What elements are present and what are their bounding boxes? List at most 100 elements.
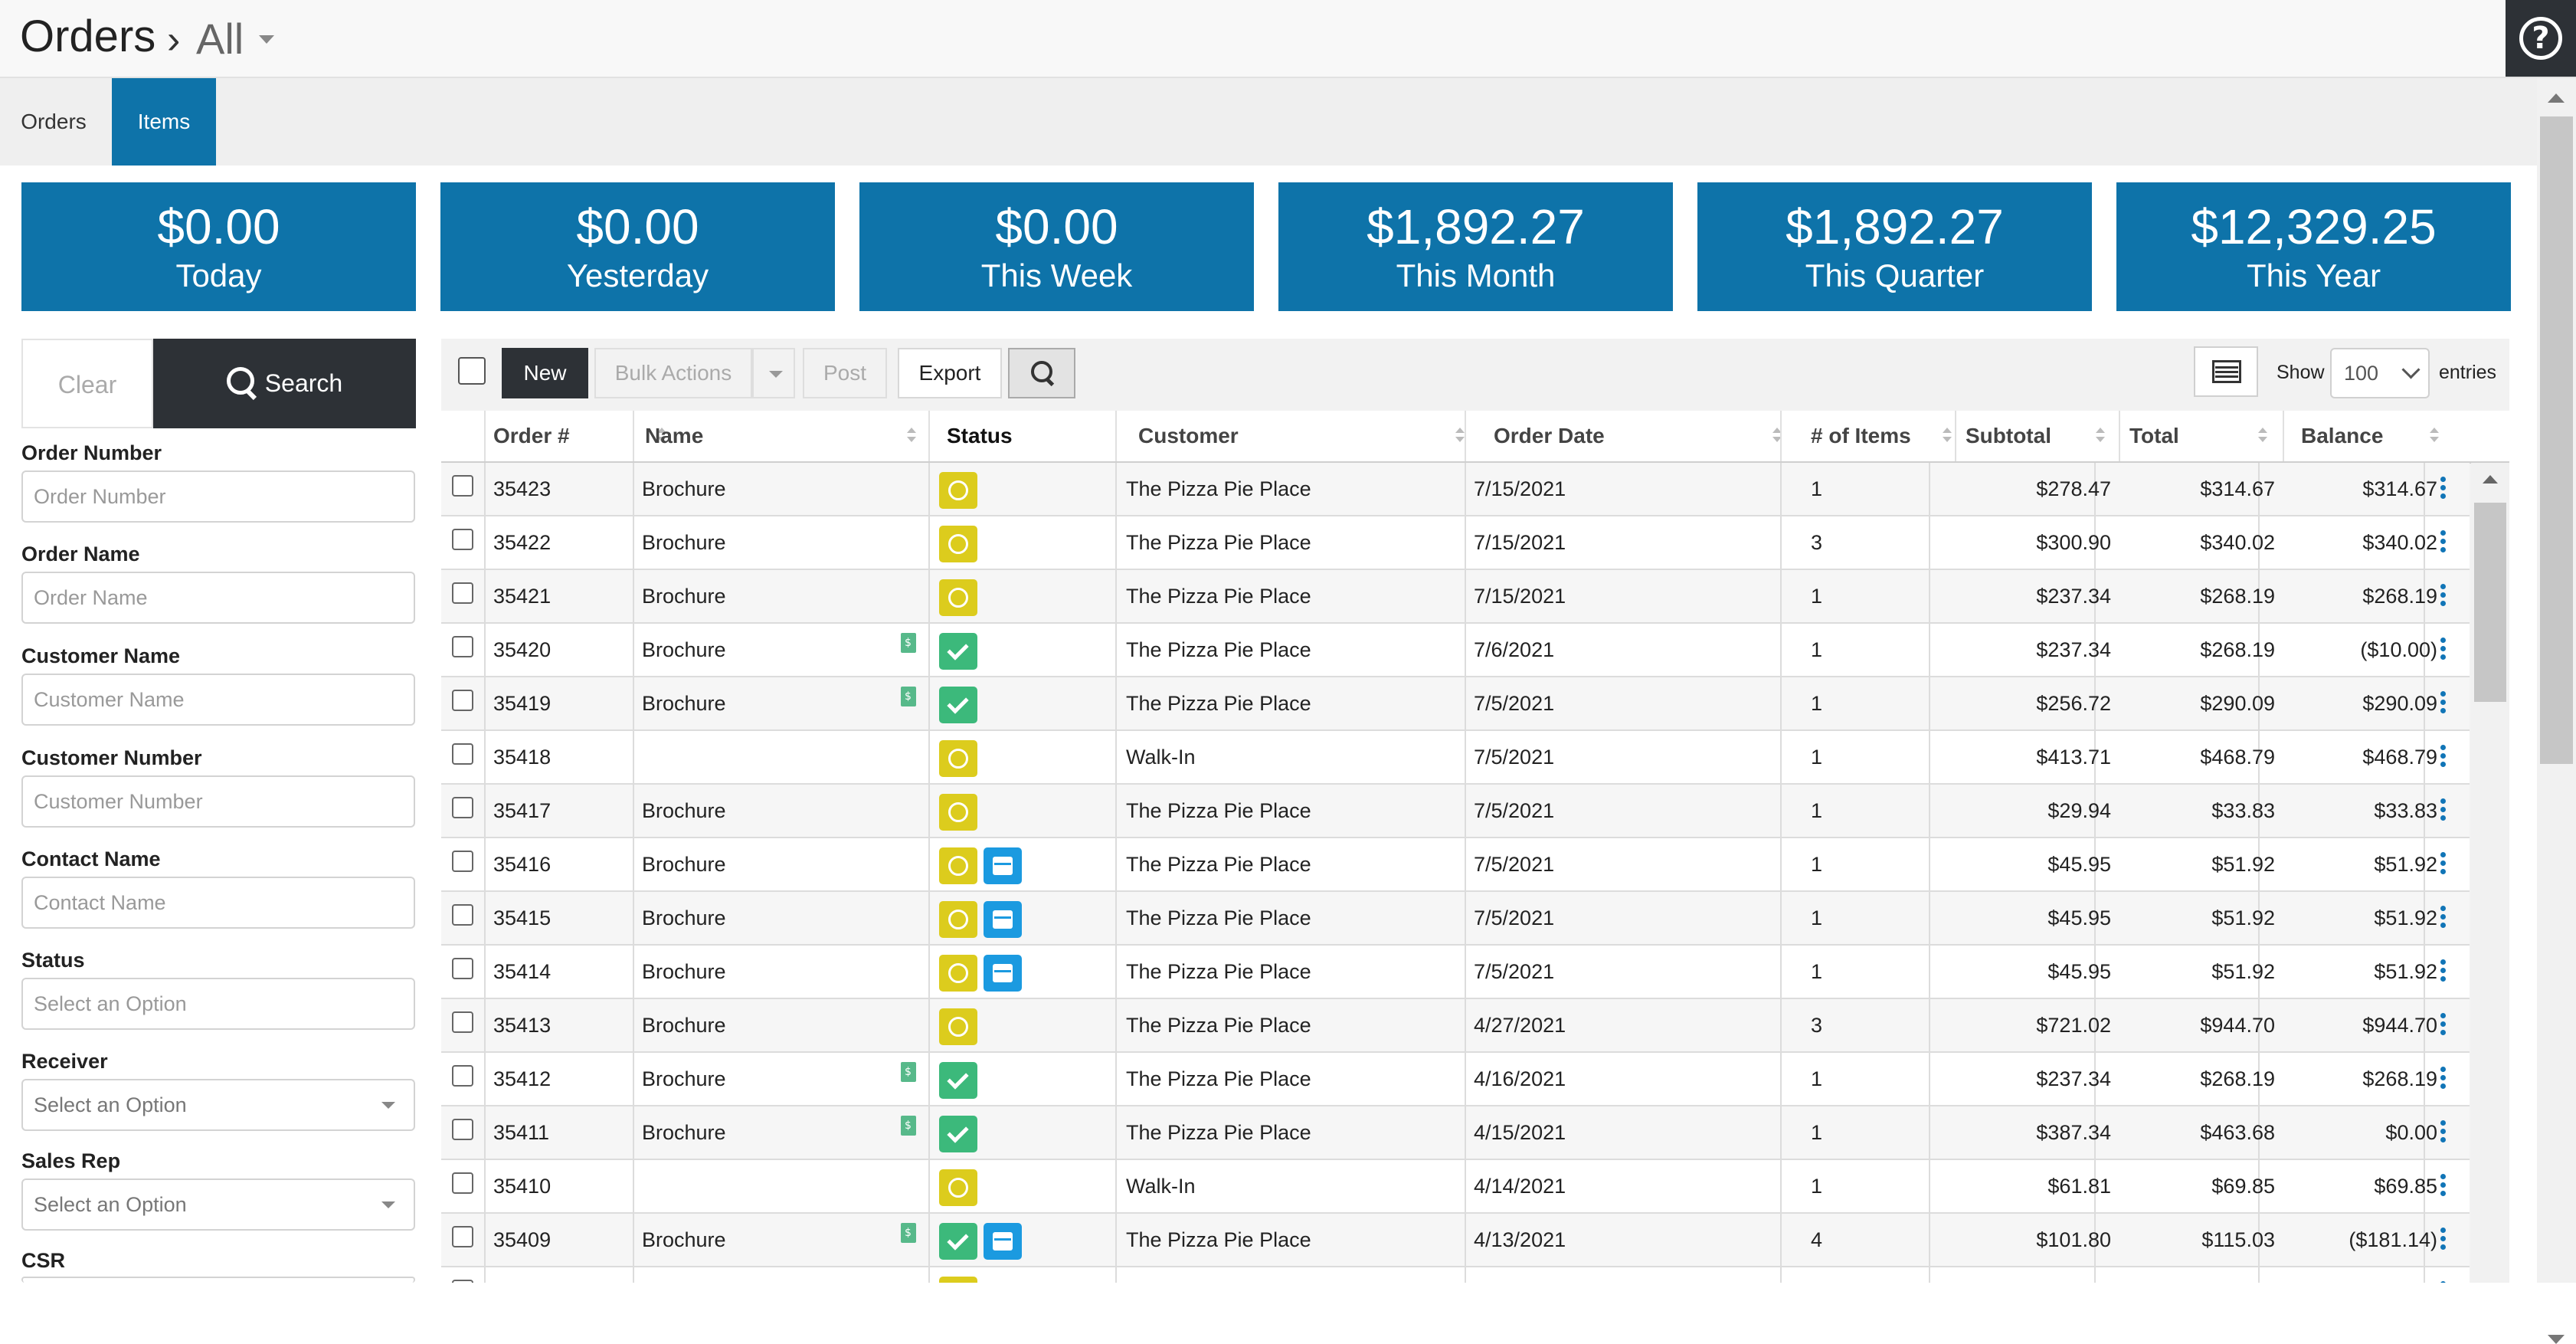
row-actions-icon[interactable] — [2440, 1228, 2447, 1253]
in-progress-icon[interactable] — [939, 740, 977, 777]
sales-rep-select[interactable]: Select an Option — [21, 1178, 415, 1231]
contact-name-input[interactable] — [21, 877, 415, 929]
in-progress-icon[interactable] — [939, 955, 977, 992]
in-progress-icon[interactable] — [939, 472, 977, 509]
export-button[interactable]: Export — [898, 348, 1002, 398]
row-actions-icon[interactable] — [2440, 530, 2447, 556]
table-scrollbar[interactable] — [2471, 463, 2509, 1283]
row-actions-icon[interactable] — [2440, 959, 2447, 985]
table-row[interactable]: 35422 Brochure The Pizza Pie Place 7/15/202… — [441, 516, 2470, 570]
cell-order-number[interactable]: 35417 — [493, 799, 552, 822]
row-actions-icon[interactable] — [2440, 906, 2447, 931]
row-checkbox[interactable] — [452, 475, 473, 497]
row-checkbox[interactable] — [452, 743, 473, 765]
row-actions-icon[interactable] — [2440, 798, 2447, 824]
table-row[interactable]: 35409 Brochure The Pizza Pie Place 4/13/202… — [441, 1214, 2470, 1267]
receiver-select[interactable]: Select an Option — [21, 1079, 415, 1131]
column-subtotal[interactable]: Subtotal — [1966, 411, 2119, 461]
invoice-icon[interactable] — [901, 1116, 916, 1136]
table-row[interactable]: 35417 Brochure The Pizza Pie Place 7/5/2021… — [441, 785, 2470, 838]
row-actions-icon[interactable] — [2440, 584, 2447, 609]
filter-dropdown[interactable]: All — [196, 15, 244, 63]
select-all-checkbox[interactable] — [458, 357, 486, 385]
complete-icon[interactable] — [939, 1116, 977, 1152]
tab-items[interactable]: Items — [112, 78, 216, 166]
table-row[interactable]: 35414 Brochure The Pizza Pie Place 7/5/2021… — [441, 946, 2470, 999]
summary-card-today[interactable]: $0.00 Today — [21, 182, 416, 311]
in-progress-icon[interactable] — [939, 526, 977, 562]
page-size-select[interactable]: 100 — [2330, 348, 2430, 398]
calendar-icon[interactable] — [984, 955, 1022, 992]
table-row[interactable]: 35418 Walk-In 7/5/2021 1 $413.71 $468.79 $468.… — [441, 731, 2470, 785]
invoice-icon[interactable] — [901, 633, 916, 653]
column-order-date[interactable]: Order Date — [1494, 411, 1800, 461]
cell-order-number[interactable]: 35413 — [493, 1014, 552, 1037]
row-checkbox[interactable] — [452, 636, 473, 657]
cell-order-number[interactable]: 35411 — [493, 1121, 550, 1144]
summary-card-yesterday[interactable]: $0.00 Yesterday — [440, 182, 835, 311]
order-name-input[interactable] — [21, 572, 415, 624]
row-actions-icon[interactable] — [2440, 852, 2447, 877]
calendar-icon[interactable] — [984, 847, 1022, 884]
cell-order-number[interactable]: 35416 — [493, 853, 552, 876]
clear-button[interactable]: Clear — [21, 339, 153, 428]
row-actions-icon[interactable] — [2440, 1174, 2447, 1199]
row-actions-icon[interactable] — [2440, 1120, 2447, 1146]
calendar-icon[interactable] — [984, 1223, 1022, 1260]
help-button[interactable]: ? — [2506, 0, 2576, 77]
row-checkbox[interactable] — [452, 1172, 473, 1194]
complete-icon[interactable] — [939, 633, 977, 670]
cell-order-number[interactable]: 35421 — [493, 585, 552, 608]
row-checkbox[interactable] — [452, 1226, 473, 1247]
page-scrollbar[interactable] — [2537, 78, 2576, 1344]
cell-order-number[interactable]: 35409 — [493, 1228, 552, 1251]
invoice-icon[interactable] — [901, 1223, 916, 1243]
table-search-button[interactable] — [1008, 348, 1075, 398]
order-number-input[interactable] — [21, 470, 415, 523]
in-progress-icon[interactable] — [939, 1169, 977, 1206]
search-button[interactable]: Search — [153, 339, 416, 428]
customer-number-input[interactable] — [21, 775, 415, 828]
tab-orders[interactable]: Orders — [21, 110, 87, 133]
in-progress-icon[interactable] — [939, 794, 977, 831]
new-button[interactable]: New — [502, 348, 588, 398]
cell-order-number[interactable] — [493, 1267, 624, 1283]
post-button[interactable]: Post — [803, 348, 887, 398]
complete-icon[interactable] — [939, 1223, 977, 1260]
cell-order-number[interactable]: 35419 — [493, 692, 552, 715]
invoice-icon[interactable] — [901, 687, 916, 706]
in-progress-icon[interactable] — [939, 1008, 977, 1045]
table-row[interactable]: 35413 Brochure The Pizza Pie Place 4/27/202… — [441, 999, 2470, 1053]
caret-down-icon[interactable] — [259, 35, 274, 44]
row-actions-icon[interactable] — [2440, 691, 2447, 716]
row-checkbox[interactable] — [452, 690, 473, 711]
row-actions-icon[interactable] — [2440, 638, 2447, 663]
summary-card-this-month[interactable]: $1,892.27 This Month — [1278, 182, 1673, 311]
complete-icon[interactable] — [939, 687, 977, 723]
summary-card-this-week[interactable]: $0.00 This Week — [859, 182, 1254, 311]
complete-icon[interactable] — [939, 1062, 977, 1099]
column-balance[interactable]: Balance — [2301, 411, 2454, 461]
table-row[interactable] — [441, 1267, 2470, 1283]
row-checkbox[interactable] — [452, 1119, 473, 1140]
cell-order-number[interactable]: 35422 — [493, 531, 552, 554]
scroll-up-icon[interactable] — [2548, 93, 2565, 103]
in-progress-icon[interactable] — [939, 1277, 977, 1283]
table-row[interactable]: 35421 Brochure The Pizza Pie Place 7/15/202… — [441, 570, 2470, 624]
row-checkbox[interactable] — [452, 1280, 473, 1283]
row-checkbox[interactable] — [452, 904, 473, 926]
table-row[interactable]: 35411 Brochure The Pizza Pie Place 4/15/202… — [441, 1106, 2470, 1160]
calendar-icon[interactable] — [984, 901, 1022, 938]
table-row[interactable]: 35420 Brochure The Pizza Pie Place 7/6/2021… — [441, 624, 2470, 677]
row-actions-icon[interactable] — [2440, 745, 2447, 770]
table-row[interactable]: 35412 Brochure The Pizza Pie Place 4/16/202… — [441, 1053, 2470, 1106]
column-item-count[interactable]: # of Items — [1811, 411, 1964, 461]
cell-order-number[interactable]: 35420 — [493, 638, 552, 661]
row-actions-icon[interactable] — [2440, 1281, 2447, 1283]
row-actions-icon[interactable] — [2440, 477, 2447, 502]
in-progress-icon[interactable] — [939, 579, 977, 616]
table-row[interactable]: 35423 Brochure The Pizza Pie Place 7/15/202… — [441, 463, 2470, 516]
customer-name-input[interactable] — [21, 674, 415, 726]
column-customer[interactable]: Customer — [1138, 411, 1465, 461]
summary-card-this-year[interactable]: $12,329.25 This Year — [2116, 182, 2511, 311]
